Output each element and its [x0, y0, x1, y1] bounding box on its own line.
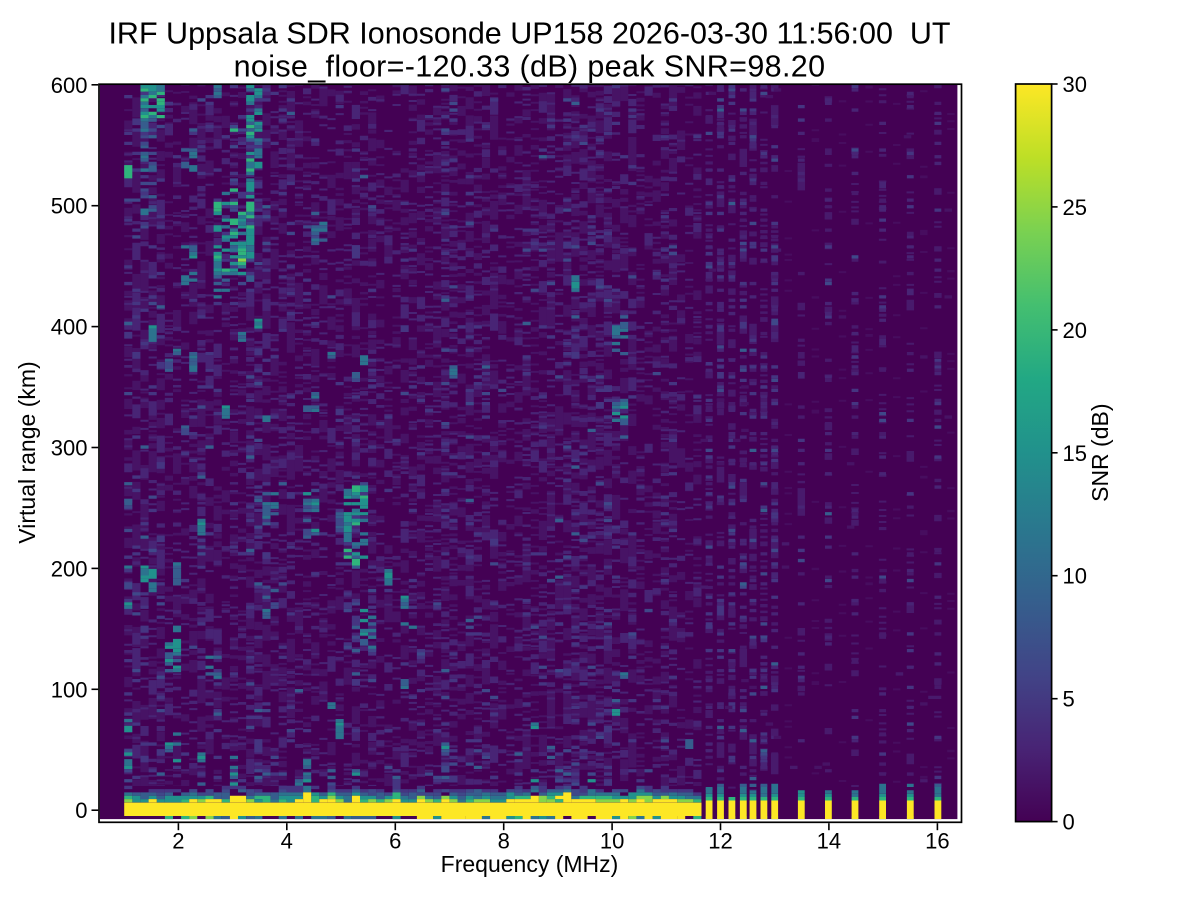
svg-text:15: 15 [1063, 441, 1087, 466]
svg-text:16: 16 [925, 828, 949, 853]
svg-text:14: 14 [817, 828, 841, 853]
svg-text:5: 5 [1063, 687, 1075, 712]
svg-text:100: 100 [51, 677, 88, 702]
svg-text:SNR (dB): SNR (dB) [1087, 403, 1113, 501]
svg-text:300: 300 [51, 436, 88, 461]
svg-text:Virtual range (km): Virtual range (km) [14, 361, 40, 543]
svg-text:8: 8 [498, 828, 510, 853]
svg-text:10: 10 [1063, 564, 1087, 589]
svg-text:25: 25 [1063, 195, 1087, 220]
svg-text:400: 400 [51, 315, 88, 340]
svg-text:30: 30 [1063, 72, 1087, 97]
svg-text:IRF Uppsala SDR Ionosonde UP15: IRF Uppsala SDR Ionosonde UP158 2026-03-… [108, 16, 950, 50]
svg-text:12: 12 [708, 828, 732, 853]
svg-text:6: 6 [389, 828, 401, 853]
svg-text:0: 0 [1063, 810, 1075, 835]
svg-text:20: 20 [1063, 318, 1087, 343]
svg-text:2: 2 [172, 828, 184, 853]
svg-text:Frequency (MHz): Frequency (MHz) [441, 851, 619, 877]
svg-text:200: 200 [51, 556, 88, 581]
svg-text:10: 10 [600, 828, 624, 853]
svg-text:4: 4 [281, 828, 293, 853]
svg-text:0: 0 [75, 798, 87, 823]
svg-text:noise_floor=-120.33 (dB) peak: noise_floor=-120.33 (dB) peak SNR=98.20 [234, 50, 826, 84]
svg-text:600: 600 [51, 73, 88, 98]
svg-text:500: 500 [51, 194, 88, 219]
